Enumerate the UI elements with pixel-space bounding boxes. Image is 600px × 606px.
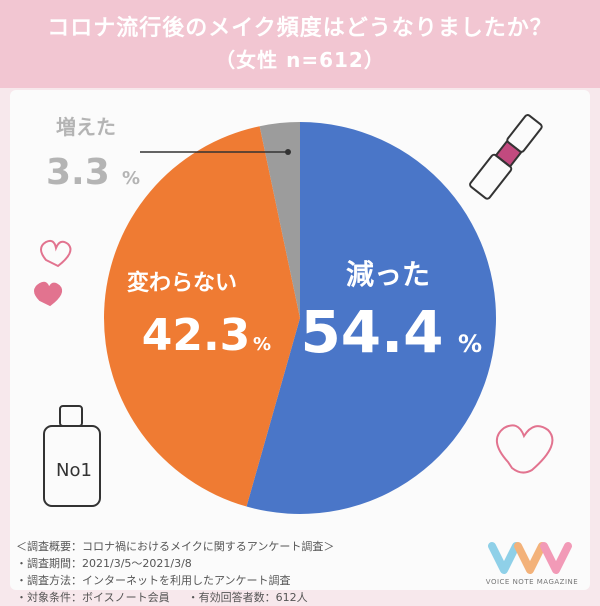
label-decreased-name: 減った xyxy=(346,258,430,291)
pie-slice-0 xyxy=(246,122,496,514)
notes-responses: ・有効回答者数：612人 xyxy=(187,591,308,604)
notes-period: ・調査期間：2021/3/5〜2021/3/8 xyxy=(16,557,192,570)
page-subtitle: （女性 n=612） xyxy=(215,48,385,72)
notes-heading: ＜調査概要：コロナ禍におけるメイクに関するアンケート調査＞ xyxy=(16,540,335,553)
label-increased-name: 増えた xyxy=(56,115,116,139)
label-unchanged-value: 42.3 xyxy=(142,310,251,361)
brand-logo: VOICE NOTE MAGAZINE xyxy=(484,540,580,594)
survey-notes: ＜調査概要：コロナ禍におけるメイクに関するアンケート調査＞ ・調査期間：2021… xyxy=(16,538,456,606)
notes-method: ・調査方法：インターネットを利用したアンケート調査 xyxy=(16,574,291,587)
brand-mark xyxy=(488,542,572,574)
heart-icon xyxy=(34,239,554,474)
pie-slice-2 xyxy=(259,122,300,318)
perfume-icon: No1 xyxy=(43,405,101,507)
page-title: コロナ流行後のメイク頻度はどうなりましたか？ xyxy=(47,16,553,41)
svg-text:No1: No1 xyxy=(56,460,92,481)
label-unchanged-unit: % xyxy=(253,334,271,355)
notes-row: ・対象条件：ボイスノート会員 ・有効回答者数：612人 xyxy=(16,589,456,606)
label-increased-unit: % xyxy=(122,168,140,189)
label-decreased-unit: % xyxy=(458,330,482,358)
label-decreased-value: 54.4 xyxy=(300,298,443,366)
brand-name: VOICE NOTE MAGAZINE xyxy=(485,578,579,586)
notes-target: ・対象条件：ボイスノート会員 xyxy=(16,591,170,604)
leader-dot xyxy=(285,149,291,155)
pie-slice-1 xyxy=(103,126,301,507)
label-increased-value: 3.3 xyxy=(46,152,110,193)
lipstick-icon xyxy=(469,114,543,200)
header: コロナ流行後のメイク頻度はどうなりましたか？ （女性 n=612） xyxy=(0,0,600,88)
label-unchanged-name: 変わらない xyxy=(127,270,237,296)
